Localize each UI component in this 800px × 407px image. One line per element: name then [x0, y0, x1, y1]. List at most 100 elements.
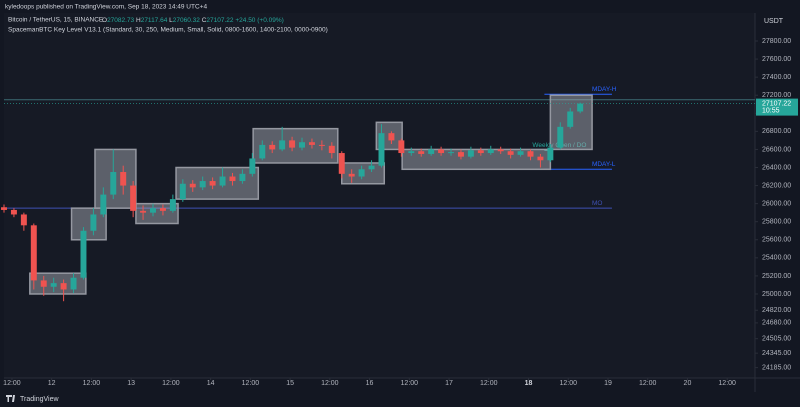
- y-tick-label: 25600.00: [762, 237, 791, 244]
- candle-body: [348, 173, 355, 177]
- candle-body: [110, 172, 117, 195]
- ohlc-legend: O27082.73 H27117.64 L27060.32 C27107.22 …: [102, 17, 284, 24]
- key-level-label: MDAY-H: [592, 86, 617, 93]
- y-tick-label: 27600.00: [762, 56, 791, 63]
- candle-body: [80, 230, 87, 278]
- candle-body: [547, 147, 554, 161]
- y-tick-label: 26000.00: [762, 200, 791, 207]
- candle-body: [20, 214, 27, 226]
- key-level-label: MO: [592, 200, 602, 207]
- indicator: SpacemanBTC Key Level V13.1 (Standard, 3…: [8, 27, 328, 34]
- x-tick-label: 12:00: [559, 380, 577, 387]
- y-tick-label: 25800.00: [762, 219, 791, 226]
- candle-body: [229, 176, 236, 182]
- y-tick-label: 25400.00: [762, 255, 791, 262]
- zone: [70, 207, 107, 241]
- candle-body: [269, 144, 276, 150]
- candle-body: [487, 149, 494, 154]
- x-tick-label: 12:00: [480, 380, 498, 387]
- candle-body: [477, 150, 484, 154]
- candle-body: [438, 149, 445, 154]
- ohlc-value: 27107.22: [206, 17, 233, 24]
- candle-body: [219, 176, 226, 186]
- candle-body: [497, 149, 504, 152]
- key-level-label: MDAY-L: [592, 161, 616, 168]
- candle-body: [130, 185, 137, 211]
- candle-body: [378, 133, 385, 166]
- zone: [252, 127, 339, 164]
- candle-body: [467, 150, 474, 157]
- zone: [29, 272, 87, 295]
- y-tick-label: 25200.00: [762, 273, 791, 280]
- candle-body: [1, 207, 7, 210]
- countdown: 10:55: [762, 107, 780, 114]
- candle-body: [507, 151, 514, 155]
- y-tick-label: 27800.00: [762, 38, 791, 45]
- candle-body: [140, 210, 147, 213]
- candle-body: [308, 142, 315, 145]
- candle-body: [338, 153, 345, 174]
- candle-body: [30, 225, 37, 281]
- candle-body: [388, 133, 395, 141]
- candle-body: [428, 149, 435, 154]
- y-tick-label: 24185.00: [762, 364, 791, 371]
- ohlc-value: 27117.64: [141, 17, 168, 24]
- candle-body: [557, 126, 564, 148]
- y-tick-label: 25000.00: [762, 291, 791, 298]
- candle-body: [249, 158, 256, 174]
- candle-body: [100, 194, 107, 215]
- y-tick-label: 24345.00: [762, 350, 791, 357]
- zone: [135, 202, 179, 225]
- x-tick-label: 12:00: [3, 380, 21, 387]
- candle-body: [40, 280, 47, 287]
- x-tick-label: 14: [207, 380, 215, 387]
- candle-body: [299, 142, 305, 148]
- x-tick-label: 20: [684, 380, 692, 387]
- x-tick-label: 12:00: [639, 380, 657, 387]
- y-tick-label: 27200.00: [762, 92, 791, 99]
- candle-body: [537, 156, 544, 161]
- x-tick-label: 13: [127, 380, 135, 387]
- publisher: kyledoops published on TradingView.com, …: [5, 4, 207, 11]
- brand-logo: [6, 395, 15, 402]
- candle-body: [159, 208, 166, 211]
- candle-body: [169, 199, 176, 211]
- candle-body: [259, 144, 266, 159]
- symbol: Bitcoin / TetherUS, 15, BINANCE: [8, 17, 104, 24]
- candle-body: [527, 151, 534, 157]
- candle-body: [189, 183, 196, 188]
- y-tick-label: 26400.00: [762, 164, 791, 171]
- candle-body: [209, 181, 216, 186]
- last-price-tag: [756, 98, 798, 116]
- zone: [175, 166, 260, 200]
- y-tick-label: 27400.00: [762, 74, 791, 81]
- candle-body: [408, 151, 415, 154]
- ohlc-key: H: [136, 17, 141, 24]
- candle-body: [199, 181, 206, 188]
- x-tick-label: 19: [604, 380, 612, 387]
- x-tick-label: 17: [445, 380, 453, 387]
- y-tick-label: 26200.00: [762, 182, 791, 189]
- candle-body: [10, 209, 17, 215]
- y-tick-label: 24680.00: [762, 320, 791, 327]
- candle-body: [567, 111, 574, 127]
- y-tick-label: 24505.00: [762, 336, 791, 343]
- candle-body: [398, 140, 405, 154]
- x-tick-label: 15: [286, 380, 294, 387]
- candle-body: [239, 173, 246, 182]
- y-tick-label: 24820.00: [762, 307, 791, 314]
- ohlc-key: L: [169, 17, 173, 24]
- x-tick-label: 12:00: [401, 380, 419, 387]
- x-tick-label: 12:00: [162, 380, 180, 387]
- candle-body: [60, 283, 67, 290]
- x-tick-label: 12:00: [83, 380, 101, 387]
- candle-body: [577, 103, 584, 112]
- ohlc-value: 27082.73: [107, 17, 134, 24]
- candle-body: [418, 151, 425, 154]
- y-tick-label: 26600.00: [762, 146, 791, 153]
- candle-body: [70, 277, 77, 290]
- ohlc-key: C: [202, 17, 207, 24]
- candle-body: [358, 169, 365, 177]
